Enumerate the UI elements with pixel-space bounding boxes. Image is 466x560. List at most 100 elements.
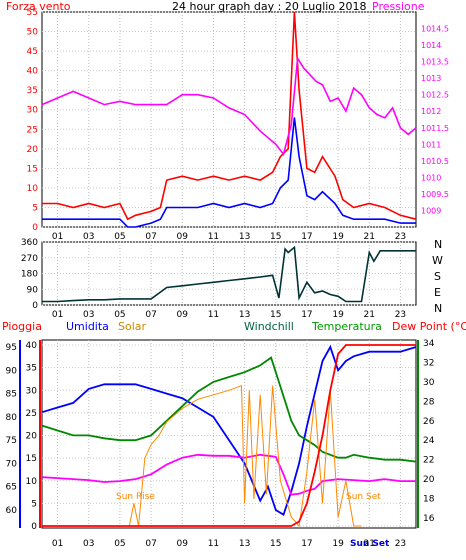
direction-label-w: W: [432, 254, 443, 267]
direction-y-tick-label: 90: [27, 285, 39, 295]
pressure-y-tick-label: 1012: [421, 107, 441, 116]
dewpoint-y-tick-label: 26: [423, 417, 435, 427]
pressure-y-tick-label: 1014.5: [421, 25, 449, 34]
humidity-label: Umidita: [66, 320, 109, 333]
wind-y-tick-label: 30: [27, 106, 39, 116]
bottom-x-tick-label: 03: [83, 539, 94, 549]
pressure-y-tick-label: 1013.5: [421, 58, 449, 67]
humidity-y-tick-label: 75: [6, 436, 17, 446]
top-series-pressure-line: [41, 55, 417, 156]
top-x-tick-label: 23: [395, 232, 406, 242]
bottom-series-pioggia-line: [42, 344, 416, 527]
dewpoint-y-tick-label: 18: [423, 495, 435, 505]
rain-label: Pioggia: [2, 320, 42, 333]
temperature-humidity-panel: [41, 339, 417, 529]
pressure-y-tick-label: 1012.5: [421, 91, 449, 100]
humidity-y-tick-label: 70: [6, 459, 18, 469]
dewpoint-y-tick-label: 16: [423, 514, 435, 524]
dewpoint-y-tick-label: 20: [423, 475, 435, 485]
dewpoint-y-tick-label: 24: [423, 436, 435, 446]
wind-y-tick-label: 0: [32, 223, 38, 233]
top-panel-series: [41, 11, 417, 228]
dewpoint-y-tick-label: 32: [423, 358, 434, 368]
wind-y-tick-label: 15: [27, 164, 38, 174]
direction-y-tick-label: 270: [21, 254, 38, 264]
bottom-x-tick-label: 23: [395, 539, 406, 549]
middle-panel-ticks: 0 90 180 270 360: [21, 238, 38, 311]
top-x-tick-label: 21: [364, 232, 375, 242]
pressure-y-tick-label: 1010: [421, 173, 441, 182]
mid-x-tick-label: 17: [301, 310, 312, 320]
rain-y-tick-label: 35: [26, 364, 37, 374]
mid-x-tick-label: 01: [52, 310, 63, 320]
bottom-x-tick-label: 11: [208, 539, 219, 549]
mid-x-tick-label: 23: [395, 310, 406, 320]
humidity-y-tick-label: 85: [6, 390, 17, 400]
top-series-average-line: [42, 117, 416, 228]
temperature-label: Temperatura: [311, 320, 382, 333]
dewpoint-y-tick-label: 22: [423, 456, 434, 466]
rain-y-tick-label: 40: [26, 341, 38, 351]
mid-x-tick-label: 09: [177, 310, 189, 320]
pressure-y-tick-label: 1011: [421, 140, 441, 149]
dewpoint-y-tick-label: 28: [423, 397, 435, 407]
mid-x-tick-label: 13: [239, 310, 250, 320]
pressure-y-tick-label: 1014: [421, 41, 441, 50]
bottom-series-umidita-line: [41, 344, 417, 517]
top-panel-grid: 01 03 05 07 09 11 13 15 17 19 21 23: [42, 11, 416, 242]
top-panel-ticks: 0 5 10 15 20 25 30 35 40 45 50 55 1009 1009.5 1010 1010…: [27, 8, 449, 233]
wind-direction-line: [42, 245, 416, 303]
chart-title: 24 hour graph day : 20 Luglio 2018: [172, 0, 367, 13]
pressure-y-tick-label: 1009: [421, 206, 441, 215]
pressure-y-tick-label: 1009.5: [421, 190, 449, 199]
wind-pressure-panel: [41, 11, 417, 228]
bottom-x-tick-label: 05: [114, 539, 125, 549]
bottom-x-tick-label: 13: [239, 539, 250, 549]
humidity-y-tick-label: 60: [6, 506, 18, 516]
pressure-label: Pressione: [372, 0, 425, 13]
humidity-y-tick-label: 90: [6, 366, 18, 376]
bottom-x-tick-label: 15: [270, 539, 281, 549]
middle-panel-grid: 01 03 05 07 09 11 13 15 17 19 21 23: [42, 241, 416, 320]
wind-y-tick-label: 40: [27, 67, 39, 77]
humidity-y-tick-label: 80: [6, 413, 18, 423]
wind-y-tick-label: 25: [27, 125, 38, 135]
bottom-x-tick-label: 21: [364, 539, 375, 549]
mid-x-tick-label: 05: [114, 310, 125, 320]
wind-y-tick-label: 5: [32, 203, 38, 213]
bottom-series-temperatura-line: [41, 356, 417, 463]
mid-x-tick-label: 19: [332, 310, 344, 320]
sun-set-axis-annotation: Sun Set: [350, 539, 390, 549]
top-x-tick-label: 01: [52, 232, 63, 242]
top-x-tick-label: 19: [332, 232, 344, 242]
wind-y-tick-label: 10: [27, 184, 39, 194]
direction-y-tick-label: 360: [21, 238, 38, 248]
sun-rise-annotation: Sun Rise: [116, 492, 155, 502]
top-x-tick-label: 03: [83, 232, 94, 242]
dewpoint-y-tick-label: 34: [423, 339, 435, 349]
solar-label: Solar: [118, 320, 147, 333]
direction-label-n-bottom: N: [434, 302, 442, 315]
mid-x-tick-label: 07: [145, 310, 156, 320]
mid-x-tick-label: 03: [83, 310, 94, 320]
wind-y-tick-label: 45: [27, 47, 38, 57]
direction-y-tick-label: 0: [32, 301, 38, 311]
top-x-tick-label: 15: [270, 232, 281, 242]
direction-label-n-top: N: [434, 238, 442, 251]
dewpoint-label: Dew Point (°C): [392, 320, 466, 333]
middle-panel-series: [42, 245, 416, 303]
rain-y-tick-label: 10: [26, 477, 38, 487]
rain-y-tick-label: 0: [31, 522, 37, 532]
bottom-x-tick-label: 01: [52, 539, 63, 549]
wind-y-tick-label: 55: [27, 8, 38, 18]
wind-y-tick-label: 20: [27, 145, 39, 155]
direction-label-e: E: [434, 286, 441, 299]
humidity-y-tick-label: 95: [6, 343, 17, 353]
rain-y-tick-label: 25: [26, 409, 37, 419]
bottom-panel-series: [41, 344, 417, 528]
mid-x-tick-label: 21: [364, 310, 375, 320]
top-x-tick-label: 05: [114, 232, 125, 242]
direction-y-tick-label: 180: [21, 270, 38, 280]
